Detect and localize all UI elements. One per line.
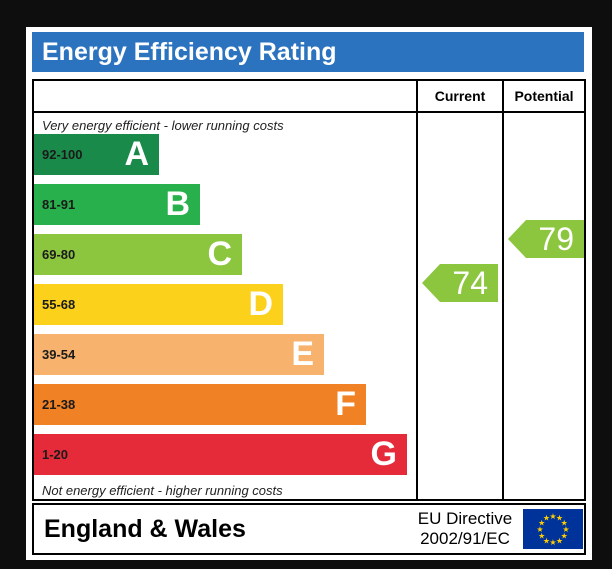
band-b: 81-91 B: [34, 184, 200, 225]
band-range: 21-38: [42, 397, 76, 412]
band-letter: A: [124, 135, 149, 173]
energy-label: Energy Efficiency Rating Current Potenti…: [26, 27, 592, 560]
flag-star: ★: [556, 536, 563, 545]
top-note: Very energy efficient - lower running co…: [42, 118, 284, 133]
band-range: 55-68: [42, 297, 76, 312]
band-g: 1-20 G: [34, 434, 407, 475]
flag-star: ★: [561, 519, 568, 528]
band-letter: F: [335, 385, 356, 423]
divider-potential: [502, 81, 504, 499]
eu-flag-icon: ★ ★ ★ ★ ★ ★ ★ ★ ★ ★ ★ ★: [523, 509, 583, 549]
column-header-current: Current: [434, 88, 486, 104]
chart-title: Energy Efficiency Rating: [32, 32, 584, 72]
footer: England & Wales EU Directive 2002/91/EC …: [32, 503, 586, 555]
rating-grid: Current Potential Very energy efficient …: [32, 79, 586, 501]
flag-star: ★: [543, 514, 550, 523]
band-letter: E: [291, 335, 314, 373]
current-rating-arrow: 74: [422, 264, 498, 302]
band-range: 39-54: [42, 347, 76, 362]
divider-current: [416, 81, 418, 499]
flag-star: ★: [562, 525, 569, 534]
band-c: 69-80 C: [34, 234, 242, 275]
bottom-note: Not energy efficient - higher running co…: [42, 483, 283, 498]
band-letter: G: [370, 435, 397, 473]
band-e: 39-54 E: [34, 334, 324, 375]
flag-star: ★: [556, 514, 563, 523]
flag-star: ★: [549, 538, 556, 547]
band-letter: D: [248, 285, 273, 323]
flag-star: ★: [538, 532, 545, 541]
flag-star: ★: [561, 532, 568, 541]
flag-star: ★: [549, 512, 556, 521]
band-range: 92-100: [42, 147, 83, 162]
potential-rating-arrow: 79: [508, 220, 584, 258]
column-header-potential: Potential: [514, 88, 574, 104]
band-d: 55-68 D: [34, 284, 283, 325]
potential-rating-value: 79: [538, 221, 574, 257]
band-a: 92-100 A: [34, 134, 159, 175]
region-label: England & Wales: [44, 515, 246, 543]
flag-star: ★: [536, 525, 543, 534]
band-letter: C: [207, 235, 232, 273]
band-f: 21-38 F: [34, 384, 366, 425]
flag-star: ★: [538, 519, 545, 528]
band-range: 1-20: [42, 447, 69, 462]
directive-label: EU Directive 2002/91/EC: [406, 509, 524, 549]
header-divider: [34, 111, 584, 113]
band-letter: B: [165, 185, 190, 223]
flag-star: ★: [543, 536, 550, 545]
current-rating-value: 74: [452, 265, 488, 301]
directive-line-2: 2002/91/EC: [420, 529, 510, 548]
band-range: 81-91: [42, 197, 76, 212]
band-range: 69-80: [42, 247, 76, 262]
directive-line-1: EU Directive: [417, 509, 513, 528]
